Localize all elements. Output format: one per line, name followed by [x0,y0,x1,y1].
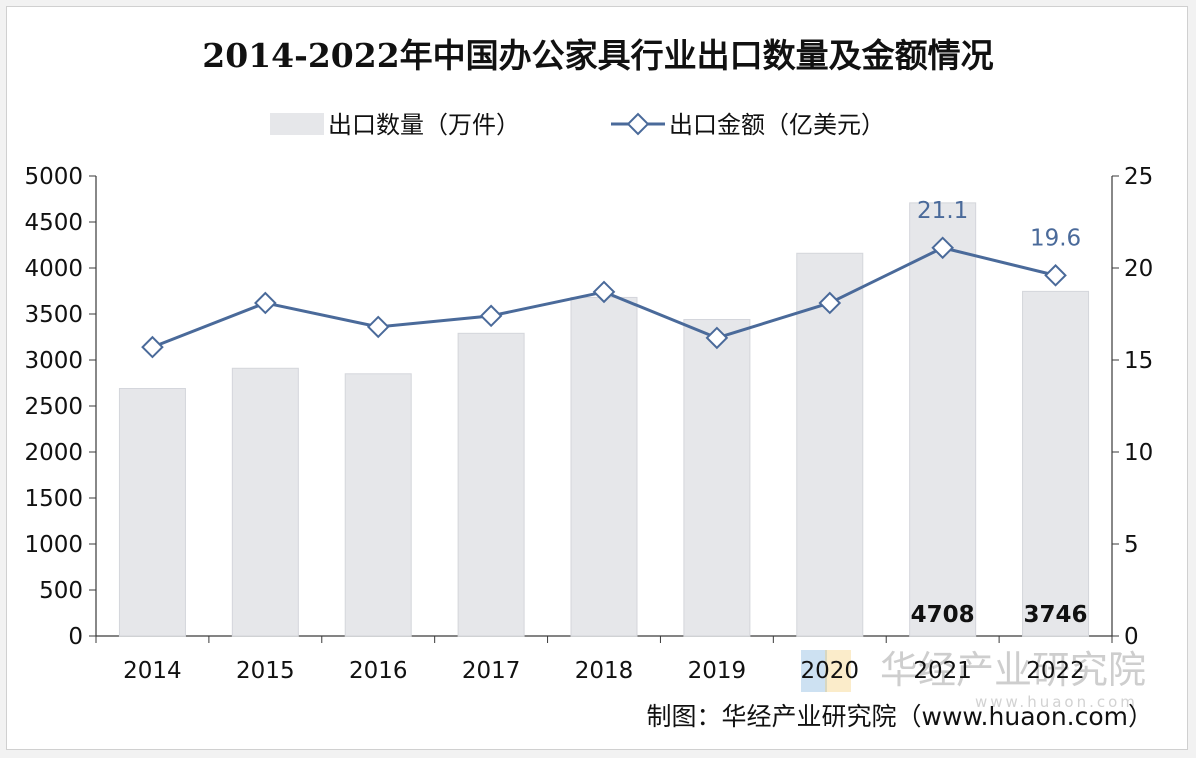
bar-series [118,202,1090,637]
legend-bar-swatch [270,113,324,135]
x-tick-label: 2019 [688,658,747,684]
line-point-2019 [705,326,729,350]
watermark-logo-blue [801,650,827,692]
legend-line-label: 出口金额（亿美元） [669,111,885,139]
data-labels: 4708 3746 21.1 19.6 [911,198,1088,628]
bar-2021 [909,202,977,637]
line-point-2015 [254,291,277,315]
bar-2015 [231,367,299,637]
watermark-url: www.huaon.com [975,693,1138,711]
x-tick-label: 2017 [462,658,521,684]
y-left-tick-label: 0 [68,624,83,650]
legend-bar-label: 出口数量（万件） [328,111,520,139]
x-axis-labels: 2014 2015 2016 2017 2018 2019 2020 2021 2022 [123,658,1085,684]
y-right-tick-label: 5 [1124,532,1139,558]
chart-title: 2014-2022年中国办公家具行业出口数量及金额情况 [202,36,993,75]
x-tick-label: 2021 [913,658,972,684]
chart: 2014-2022年中国办公家具行业出口数量及金额情况 出口数量（万件） 出口金… [24,36,1153,731]
bar-2022 [1022,290,1090,637]
line-point-2021 [931,236,954,260]
y-right-tick-label: 15 [1124,348,1153,374]
line-value-label: 21.1 [917,198,968,224]
watermark: 华经产业研究院 www.huaon.com [801,648,1146,711]
y-left-tick-label: 3500 [24,302,83,328]
y-left-tick-label: 3000 [24,348,83,374]
source-note: 制图：华经产业研究院（www.huaon.com） [647,702,1153,731]
bar-2016 [344,373,412,637]
line-point-2020 [818,291,842,315]
bar-2014 [118,388,186,637]
line-point-2016 [366,315,390,339]
x-tick-label: 2022 [1026,658,1085,684]
line-point-2017 [479,304,503,328]
x-tick-label: 2018 [575,658,634,684]
y-left-tick-label: 4500 [24,210,83,236]
line-point-2022 [1044,264,1067,287]
y-right-tick-label: 20 [1124,256,1153,282]
line-series [141,236,1067,359]
y-left-tick-label: 1500 [24,486,83,512]
bar-2020 [796,252,864,637]
y-left-tick-label: 2500 [24,394,83,420]
line-point-2018 [592,280,616,304]
bar-value-label: 3746 [1024,602,1088,628]
x-tick-label: 2014 [123,658,182,684]
y-left-tick-label: 1000 [24,532,83,558]
x-tick-label: 2020 [801,658,860,684]
y-left-tick-label: 2000 [24,440,83,466]
line-point-2014 [141,335,164,359]
chart-frame: 2014-2022年中国办公家具行业出口数量及金额情况 出口数量（万件） 出口金… [6,6,1188,750]
y-left-tick-label: 500 [39,578,83,604]
y-left-tick-label: 5000 [24,164,83,190]
watermark-text: 华经产业研究院 [880,648,1146,692]
y-right-tick-label: 25 [1124,164,1153,190]
bar-value-label: 4708 [911,602,975,628]
legend: 出口数量（万件） 出口金额（亿美元） [270,111,885,139]
x-tick-label: 2016 [349,658,408,684]
y-right-tick-label: 0 [1124,624,1139,650]
y-right-tick-label: 10 [1124,440,1153,466]
legend-line-marker [626,112,650,136]
bar-2018 [570,296,638,637]
x-tick-label: 2015 [236,658,295,684]
line-value-label: 19.6 [1030,225,1081,251]
y-left-tick-label: 4000 [24,256,83,282]
watermark-logo-yellow [825,650,851,692]
bar-2019 [683,319,751,637]
bar-2017 [457,332,525,637]
